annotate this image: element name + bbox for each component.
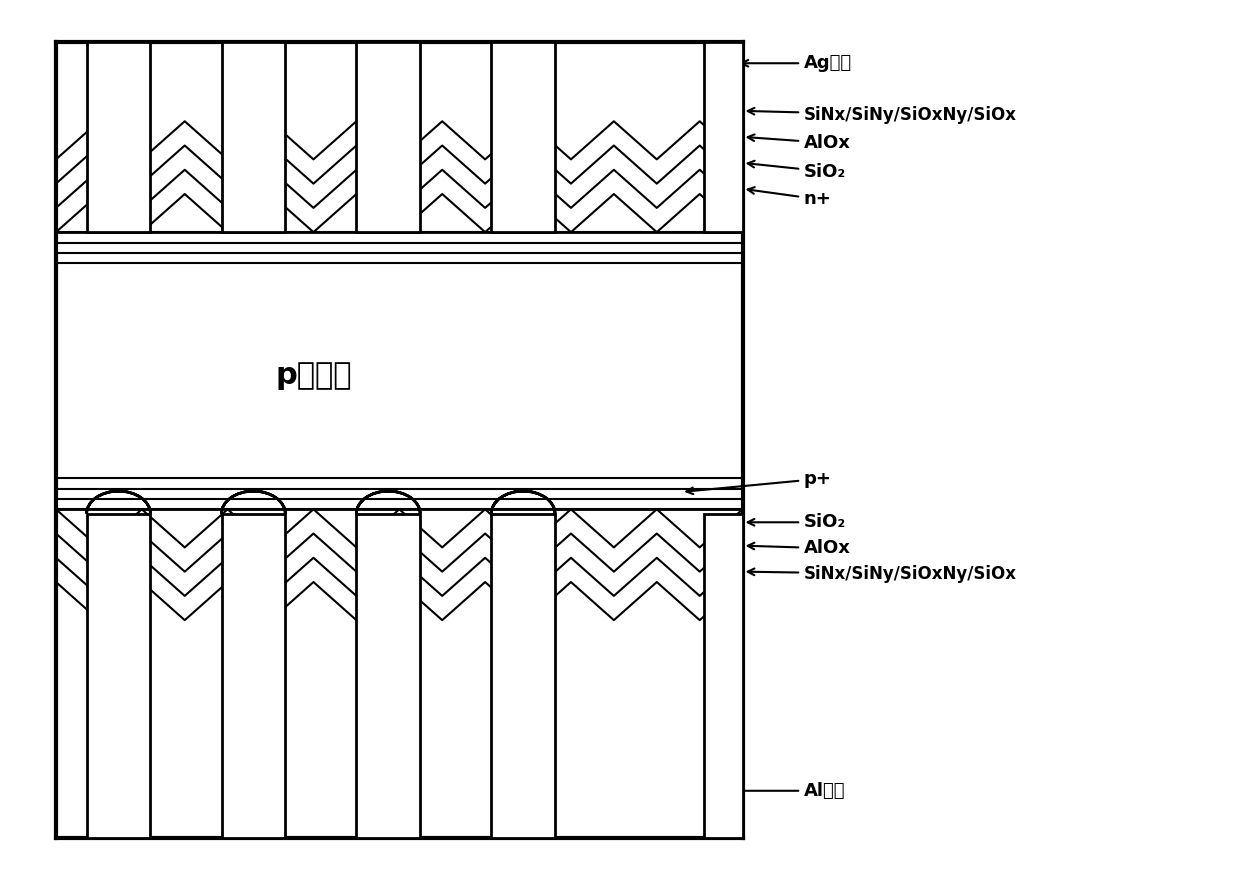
Text: SiO₂: SiO₂ [748,161,846,180]
Text: AlOx: AlOx [748,134,851,152]
Text: Ag栅线: Ag栅线 [742,55,852,72]
Text: SiO₂: SiO₂ [748,513,846,532]
Bar [491,514,556,839]
Bar [704,514,743,839]
Bar [356,41,420,232]
Bar [491,41,556,232]
Text: p型硅片: p型硅片 [275,361,352,390]
Bar [87,41,150,232]
Bar [222,41,285,232]
Text: n+: n+ [748,187,832,209]
Text: AlOx: AlOx [748,539,851,557]
Wedge shape [222,491,285,514]
Wedge shape [491,491,556,514]
Bar [222,514,285,839]
Text: SiNx/SiNy/SiOxNy/SiOx: SiNx/SiNy/SiOxNy/SiOx [748,565,1017,583]
Text: p+: p+ [687,470,832,495]
Wedge shape [87,491,150,514]
Bar [56,232,743,510]
Text: SiNx/SiNy/SiOxNy/SiOx: SiNx/SiNy/SiOxNy/SiOx [748,106,1017,124]
Bar [87,514,150,839]
Bar [704,41,743,232]
Wedge shape [356,491,420,514]
Bar [356,514,420,839]
Text: Al栅线: Al栅线 [735,781,846,800]
